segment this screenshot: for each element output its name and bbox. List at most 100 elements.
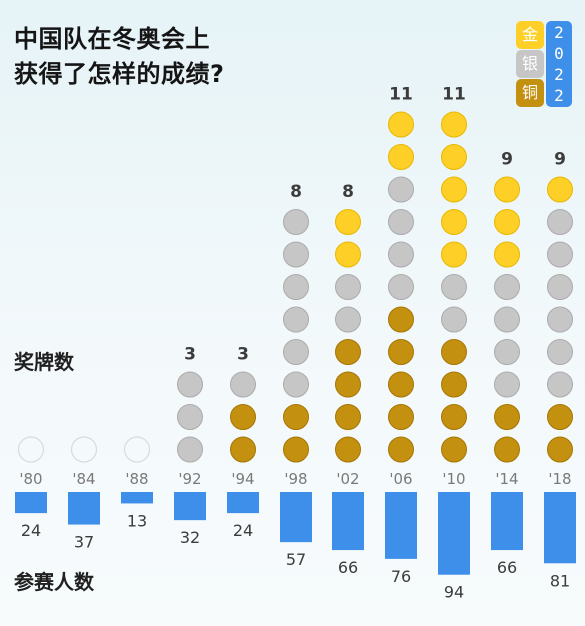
medal-dot-silver [388, 209, 414, 235]
medal-dot-silver [283, 371, 309, 398]
medal-dot-silver [441, 306, 467, 333]
year-digit: 2 [554, 86, 564, 105]
medal-dot-silver [547, 339, 573, 365]
medal-dot-gold [441, 176, 467, 203]
medal-dot-gold [441, 241, 467, 268]
year-tick-label: '06 [389, 470, 412, 488]
medal-dot-silver [177, 436, 203, 463]
medal-dot-silver [388, 176, 414, 203]
year-tick-label: '92 [178, 470, 201, 488]
medal-dot-bronze [335, 404, 361, 430]
medal-dot-gold [494, 209, 520, 235]
medal-dot-silver [547, 209, 573, 235]
athlete-count-label: 24 [233, 521, 253, 540]
medal-dot-gold [335, 209, 361, 235]
year-digit: 2 [554, 65, 564, 84]
athlete-count-label: 76 [391, 567, 411, 586]
medal-dot-bronze [230, 436, 256, 463]
medal-dot-bronze [230, 404, 256, 430]
athlete-count-label: 37 [74, 533, 94, 552]
medal-dot-bronze [547, 404, 573, 430]
empty-medal-placeholder [17, 436, 45, 463]
medal-dot-silver [494, 306, 520, 333]
medal-total-label: 8 [290, 182, 302, 202]
medal-dot-silver [283, 241, 309, 268]
medal-dot-bronze [388, 404, 414, 430]
medal-dot-silver [283, 306, 309, 333]
athlete-bar [544, 492, 576, 564]
medal-dot-gold [441, 144, 467, 170]
medal-dot-silver [388, 241, 414, 268]
athlete-bar [491, 492, 523, 551]
medal-total-label: 11 [389, 85, 413, 105]
chart-title: 中国队在冬奥会上 获得了怎样的成绩? [14, 22, 314, 92]
medal-dot-silver [494, 274, 520, 300]
athlete-bar [332, 492, 364, 551]
year-tick-label: '84 [72, 470, 95, 488]
athlete-count-label: 57 [286, 550, 306, 569]
medal-dot-silver [283, 339, 309, 365]
athlete-count-label: 94 [444, 583, 464, 602]
medal-total-label: 8 [342, 182, 354, 202]
medal-dot-gold [494, 241, 520, 268]
athlete-count-label: 66 [338, 558, 358, 577]
athlete-bar [227, 492, 259, 514]
empty-medal-placeholder [70, 436, 98, 463]
medal-dot-bronze [494, 404, 520, 430]
medal-dot-silver [441, 274, 467, 300]
medal-dot-bronze [388, 436, 414, 463]
medal-dot-gold [388, 144, 414, 170]
medal-dot-bronze [388, 306, 414, 333]
medal-dot-silver [177, 371, 203, 398]
athlete-count-label: 32 [180, 528, 200, 547]
year-tick-label: '10 [442, 470, 465, 488]
athlete-bar [15, 492, 47, 514]
medal-dot-silver [335, 274, 361, 300]
athlete-bar [68, 492, 100, 525]
medal-total-label: 9 [501, 150, 513, 170]
medal-dot-gold [494, 176, 520, 203]
year-badge: 2 0 2 2 [546, 21, 572, 107]
medal-total-label: 11 [442, 85, 466, 105]
medal-dot-silver [494, 371, 520, 398]
medal-dot-silver [547, 274, 573, 300]
year-tick-label: '02 [336, 470, 359, 488]
medal-dot-bronze [335, 339, 361, 365]
year-tick-label: '14 [495, 470, 518, 488]
medal-dot-silver [283, 209, 309, 235]
medal-dot-gold [547, 176, 573, 203]
medal-dot-bronze [335, 436, 361, 463]
athlete-bar [121, 492, 153, 504]
medal-dot-gold [441, 111, 467, 138]
medal-dot-bronze [441, 371, 467, 398]
medal-total-label: 3 [237, 345, 249, 365]
medal-dot-bronze [388, 371, 414, 398]
athlete-bar [438, 492, 470, 575]
title-line-2: 获得了怎样的成绩? [14, 60, 225, 88]
medal-dot-silver [494, 339, 520, 365]
medal-dot-bronze [441, 404, 467, 430]
medal-dot-silver [230, 371, 256, 398]
medal-dot-silver [283, 274, 309, 300]
medal-dot-bronze [283, 404, 309, 430]
year-tick-label: '80 [19, 470, 42, 488]
medal-dot-bronze [441, 436, 467, 463]
year-digit: 2 [554, 23, 564, 42]
athlete-bar [174, 492, 206, 521]
medals-label: 奖牌数 [14, 350, 74, 374]
legend-silver: 银 [516, 50, 544, 78]
athlete-count-label: 13 [127, 511, 147, 530]
medal-dot-bronze [283, 436, 309, 463]
medal-total-label: 9 [554, 150, 566, 170]
year-tick-label: '94 [231, 470, 254, 488]
medal-dot-gold [335, 241, 361, 268]
athlete-count-label: 81 [550, 571, 570, 590]
medal-dot-bronze [547, 436, 573, 463]
medal-dot-silver [547, 371, 573, 398]
legend-gold: 金 [516, 21, 544, 49]
athletes-label: 参赛人数 [14, 570, 94, 594]
title-line-1: 中国队在冬奥会上 [14, 25, 210, 53]
medal-dot-bronze [494, 436, 520, 463]
